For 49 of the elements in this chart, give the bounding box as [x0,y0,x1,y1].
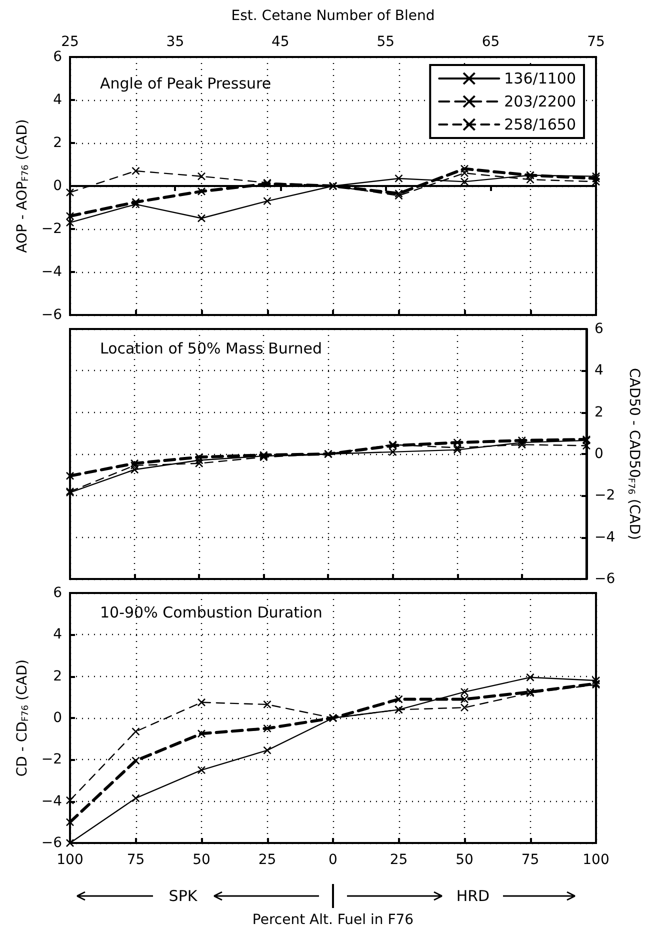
x-tick-label: 50 [192,852,210,868]
x-tick-label: 100 [582,852,610,868]
x2-tick-label: 35 [166,34,184,50]
y-tick-label: −2 [41,752,62,768]
x2-axis-title: Est. Cetane Number of Blend [231,8,435,24]
y2-tick-label: 2 [594,404,604,420]
y-tick-label: 2 [53,135,62,151]
y2-tick-label: −4 [594,529,616,546]
x-tick-label: 25 [258,852,276,868]
x-tick-label: 100 [56,852,84,868]
y-tick-label: 2 [53,668,62,684]
x-axis-title: Percent Alt. Fuel in F76 [252,912,414,928]
x-tick-label: 75 [521,852,540,868]
x-tick-label: 0 [328,852,338,868]
text: 10-90% Combustion Duration [100,604,322,622]
y-tick-label: 0 [53,710,62,726]
text: Location of 50% Mass Burned [100,340,322,358]
y-tick-label: −6 [41,307,62,323]
y2-tick-label: −2 [594,488,616,504]
legend-label: 136/1100 [504,70,576,88]
legend-label: 258/1650 [504,116,576,134]
x2-tick-label: 45 [271,34,290,50]
y2-tick-label: −6 [594,571,616,587]
x-tick-label: 25 [390,852,408,868]
y-tick-label: −4 [41,264,62,280]
y2-tick-label: 6 [594,321,604,337]
y-tick-label: 6 [53,585,62,601]
y-axis-title: AOP - AOPF76 (CAD) [14,119,31,253]
x-tick-label: 50 [456,852,474,868]
y-tick-label: −4 [41,793,62,810]
text: SPK [168,886,198,906]
text: Angle of Peak Pressure [100,74,272,92]
x2-tick-label: 25 [61,34,79,50]
x2-tick-label: 65 [482,34,500,50]
y-tick-label: 0 [53,178,62,194]
y2-tick-label: 4 [594,362,604,379]
y2-axis-title: CAD50 - CAD50F76 (CAD) [626,368,642,540]
x-tick-label: 75 [126,852,145,868]
y-tick-label: 4 [53,626,62,643]
y-tick-label: −2 [41,221,62,237]
legend-label: 203/2200 [504,92,576,110]
y-tick-label: 6 [53,49,62,65]
y-axis-title: CD - CDF76 (CAD) [14,659,31,777]
y2-tick-label: 0 [594,446,604,462]
x2-tick-label: 55 [376,34,395,50]
text: HRD [455,886,491,906]
x2-tick-label: 75 [587,34,605,50]
y-tick-label: −6 [41,835,62,851]
y-tick-label: 4 [53,92,62,108]
